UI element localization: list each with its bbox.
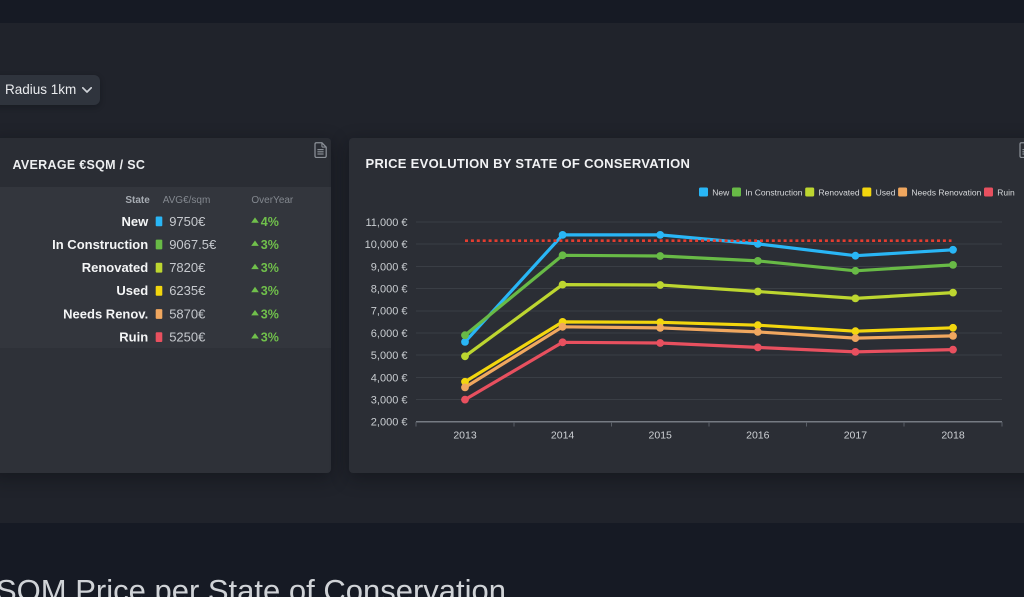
svg-text:5870€: 5870€ [169,306,206,321]
svg-text:10,000 €: 10,000 € [365,239,408,251]
svg-text:AVG€/sqm: AVG€/sqm [163,195,211,206]
svg-text:9750€: 9750€ [169,214,206,229]
svg-text:6,000 €: 6,000 € [371,328,408,340]
svg-text:Ruin: Ruin [119,330,148,345]
svg-text:Needs Renov.: Needs Renov. [63,306,148,321]
svg-text:2016: 2016 [746,429,770,441]
svg-text:Renovated: Renovated [819,187,860,197]
svg-text:6235€: 6235€ [169,283,206,298]
svg-text:2013: 2013 [453,429,477,441]
svg-text:In Construction: In Construction [745,187,802,197]
svg-text:Renovated: Renovated [82,260,149,275]
svg-text:In Construction: In Construction [52,237,148,252]
svg-text:3%: 3% [261,261,279,275]
svg-text:Used: Used [876,187,896,197]
svg-text:9067.5€: 9067.5€ [169,237,217,252]
svg-text:Ruin: Ruin [997,187,1015,197]
svg-text:3%: 3% [261,331,279,345]
svg-text:2018: 2018 [941,429,965,441]
svg-text:3%: 3% [261,307,279,321]
svg-text:7820€: 7820€ [169,260,206,275]
svg-text:4,000 €: 4,000 € [371,372,408,384]
svg-text:9,000 €: 9,000 € [371,261,408,273]
svg-text:5250€: 5250€ [169,330,206,345]
svg-text:2017: 2017 [844,429,868,441]
svg-text:11,000 €: 11,000 € [365,217,407,229]
svg-text:OverYear: OverYear [251,195,294,206]
svg-text:2015: 2015 [649,429,673,441]
svg-text:3%: 3% [261,238,279,252]
svg-text:7,000 €: 7,000 € [371,306,408,318]
svg-text:2014: 2014 [551,429,575,441]
svg-text:4%: 4% [261,215,279,229]
svg-text:3,000 €: 3,000 € [371,395,408,407]
svg-text:New: New [121,214,149,229]
svg-text:Needs Renovation: Needs Renovation [911,187,981,197]
svg-text:2,000 €: 2,000 € [371,417,408,429]
svg-text:3%: 3% [261,284,279,298]
svg-text:5,000 €: 5,000 € [371,350,408,362]
svg-text:New: New [712,187,730,197]
svg-text:Used: Used [116,283,148,298]
svg-text:8,000 €: 8,000 € [371,284,408,296]
svg-text:State: State [125,195,150,206]
